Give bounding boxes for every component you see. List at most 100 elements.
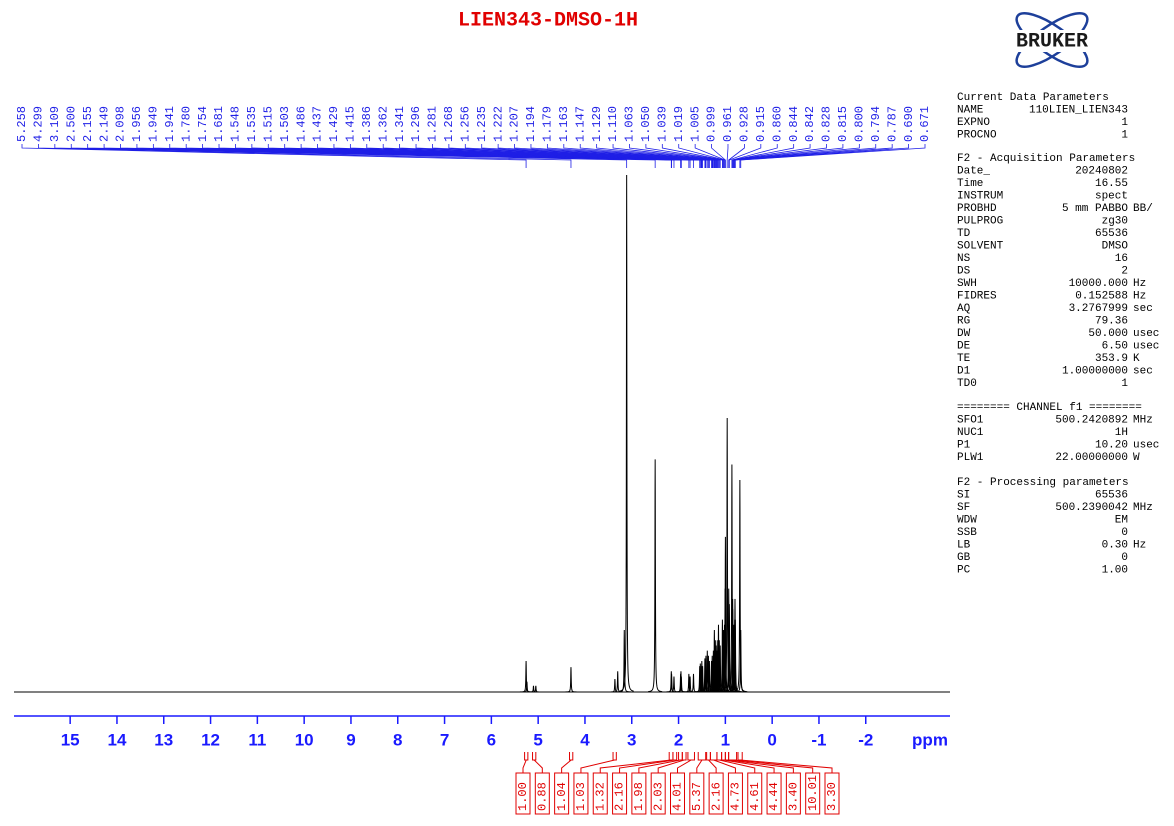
param-value: 0	[1121, 527, 1128, 539]
peak-pick-line	[740, 144, 926, 168]
peak	[733, 629, 748, 693]
peak-label: 1.019	[672, 106, 686, 142]
peak-pick-line	[464, 144, 714, 168]
peak-pick-line	[711, 144, 726, 168]
integral-leader	[561, 759, 572, 773]
x-axis-label: ppm	[912, 730, 948, 749]
param-unit: MHz	[1133, 414, 1153, 426]
param-section-title: F2 - Processing parameters	[957, 477, 1129, 489]
param-key: NUC1	[957, 427, 984, 439]
x-tick-label: -2	[858, 730, 873, 749]
integral-label: 1.98	[632, 782, 646, 811]
param-key: GB	[957, 552, 971, 564]
integral-leader	[677, 759, 692, 773]
param-unit: Hz	[1133, 290, 1146, 302]
peak-label: 0.860	[770, 106, 784, 142]
peak-label: 0.842	[803, 106, 817, 142]
param-unit: Hz	[1133, 278, 1146, 290]
peak-pick-line	[546, 144, 718, 168]
peak-label: 1.129	[590, 106, 604, 142]
peak-pick-line	[481, 144, 715, 168]
peak	[563, 667, 578, 693]
peak-pick-line	[514, 144, 717, 168]
param-key: AQ	[957, 303, 971, 315]
peak	[528, 685, 543, 693]
peak-label: 1.179	[541, 106, 555, 142]
integral-label: 1.04	[555, 782, 569, 811]
peak-label: 1.548	[229, 106, 243, 142]
peak-pick-line	[678, 144, 725, 168]
integral-label: 1.00	[516, 782, 530, 811]
peak-label: 1.386	[360, 106, 374, 142]
peak-label: 0.915	[754, 106, 768, 142]
param-value: 16	[1115, 253, 1128, 265]
param-key: SOLVENT	[957, 240, 1004, 252]
param-key: FIDRES	[957, 290, 997, 302]
param-unit: sec	[1133, 303, 1153, 315]
param-value: 3.2767999	[1069, 303, 1128, 315]
x-tick-label: 10	[295, 730, 314, 749]
peak-label: 1.005	[688, 106, 702, 142]
peak-label: 0.999	[705, 106, 719, 142]
peak-pick-line	[732, 144, 811, 168]
peak-pick-line	[612, 144, 721, 168]
integral-label: 1.03	[574, 782, 588, 811]
param-value: 1.00000000	[1062, 365, 1128, 377]
integral-box	[670, 772, 685, 815]
integral-box	[824, 772, 840, 815]
param-key: PROCNO	[957, 129, 997, 141]
peak-label: 0.800	[852, 106, 866, 142]
peak-pick-line	[596, 144, 720, 168]
peak	[610, 671, 625, 693]
integral-leader	[696, 759, 703, 773]
logo: BRUKER	[990, 12, 1114, 68]
param-value: 50.000	[1088, 328, 1128, 340]
integral-box	[515, 772, 531, 815]
peak-pick-line	[629, 144, 723, 168]
peak-label: 1.222	[491, 106, 505, 142]
x-tick-label: 12	[201, 730, 220, 749]
peak-label: 1.110	[606, 106, 620, 142]
peak-label: 0.928	[738, 106, 752, 142]
peak-pick-line	[661, 144, 724, 168]
peak	[617, 629, 632, 693]
peak-pick-line	[728, 144, 745, 168]
param-value: 5 mm PABBO	[1062, 203, 1128, 215]
integral-leader	[599, 759, 672, 773]
peak-pick-line	[38, 144, 572, 168]
peak-label: 1.050	[639, 106, 653, 142]
param-key: TE	[957, 353, 971, 365]
param-key: D1	[957, 365, 971, 377]
x-tick-label: 11	[248, 730, 266, 749]
peak-pick-line	[497, 144, 716, 168]
peak-label: 2.500	[64, 106, 78, 142]
param-value: 65536	[1095, 228, 1128, 240]
param-unit: W	[1133, 452, 1140, 464]
param-value: 2	[1121, 265, 1128, 277]
param-key: NS	[957, 253, 971, 265]
peak-label: 1.515	[261, 106, 275, 142]
peak-pick-line	[645, 144, 724, 168]
param-value: 79.36	[1095, 315, 1128, 327]
x-tick-label: 7	[440, 730, 449, 749]
peak-label: 1.486	[294, 106, 308, 142]
x-tick-label: 9	[346, 730, 355, 749]
peak-pick-line	[734, 144, 893, 168]
peak-label: 1.956	[130, 106, 144, 142]
peak-label: 1.268	[442, 106, 456, 142]
integral-box	[592, 772, 608, 815]
param-value: 0.30	[1102, 539, 1128, 551]
x-tick-label: 6	[487, 730, 496, 749]
peak-pick-line	[563, 144, 719, 168]
integral-label: 4.44	[767, 782, 781, 811]
peak-pick-line	[731, 144, 778, 168]
param-value: 353.9	[1095, 353, 1128, 365]
param-value: 10.20	[1095, 439, 1128, 451]
param-value: 6.50	[1102, 340, 1128, 352]
peak-label: 1.039	[655, 106, 669, 142]
param-key: SF	[957, 502, 970, 514]
integral-box	[650, 772, 666, 815]
integral-label: 0.88	[535, 782, 549, 811]
